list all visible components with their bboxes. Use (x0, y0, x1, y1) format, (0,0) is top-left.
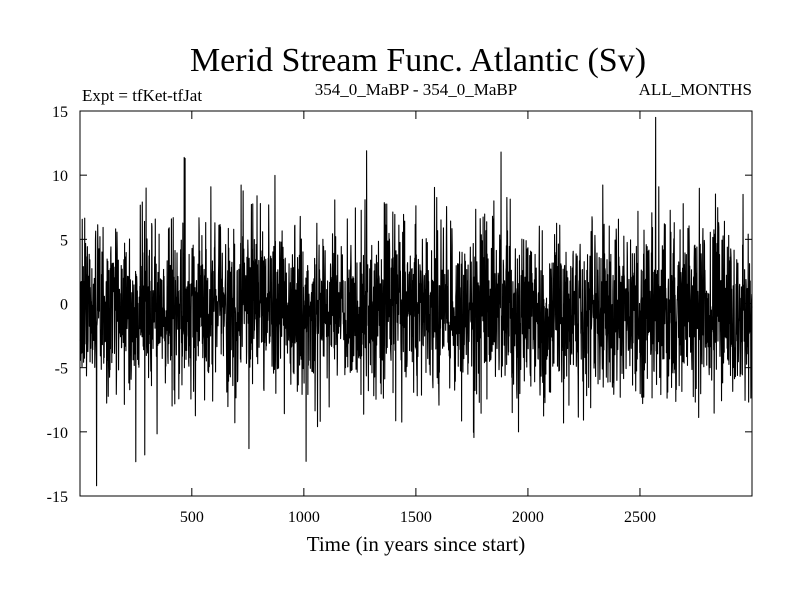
x-tick-label: 1000 (288, 509, 320, 526)
y-tick-label: 0 (60, 297, 68, 314)
subtitle-right: ALL_MONTHS (639, 80, 752, 99)
y-axis: 15 10 5 0 -5 -10 -15 (47, 104, 752, 506)
x-tick-label: 500 (180, 509, 204, 526)
series-line (79, 116, 753, 487)
x-tick-label: 1500 (400, 509, 432, 526)
subtitle-center: 354_0_MaBP - 354_0_MaBP (315, 80, 517, 99)
y-tick-label: -15 (47, 489, 68, 506)
subtitle-left: Expt = tfKet-tfJat (82, 86, 202, 105)
y-tick-label: -5 (55, 361, 68, 378)
x-axis-label: Time (in years since start) (307, 532, 526, 556)
y-tick-label: 5 (60, 232, 68, 249)
y-tick-label: 10 (52, 168, 68, 185)
y-tick-label: 15 (52, 104, 68, 121)
x-axis: 500 1000 1500 2000 2500 (180, 111, 656, 526)
chart-title: Merid Stream Func. Atlantic (Sv) (190, 42, 646, 79)
x-tick-label: 2000 (512, 509, 544, 526)
y-tick-label: -10 (47, 425, 68, 442)
x-tick-label: 2500 (624, 509, 656, 526)
series-group (79, 116, 753, 487)
